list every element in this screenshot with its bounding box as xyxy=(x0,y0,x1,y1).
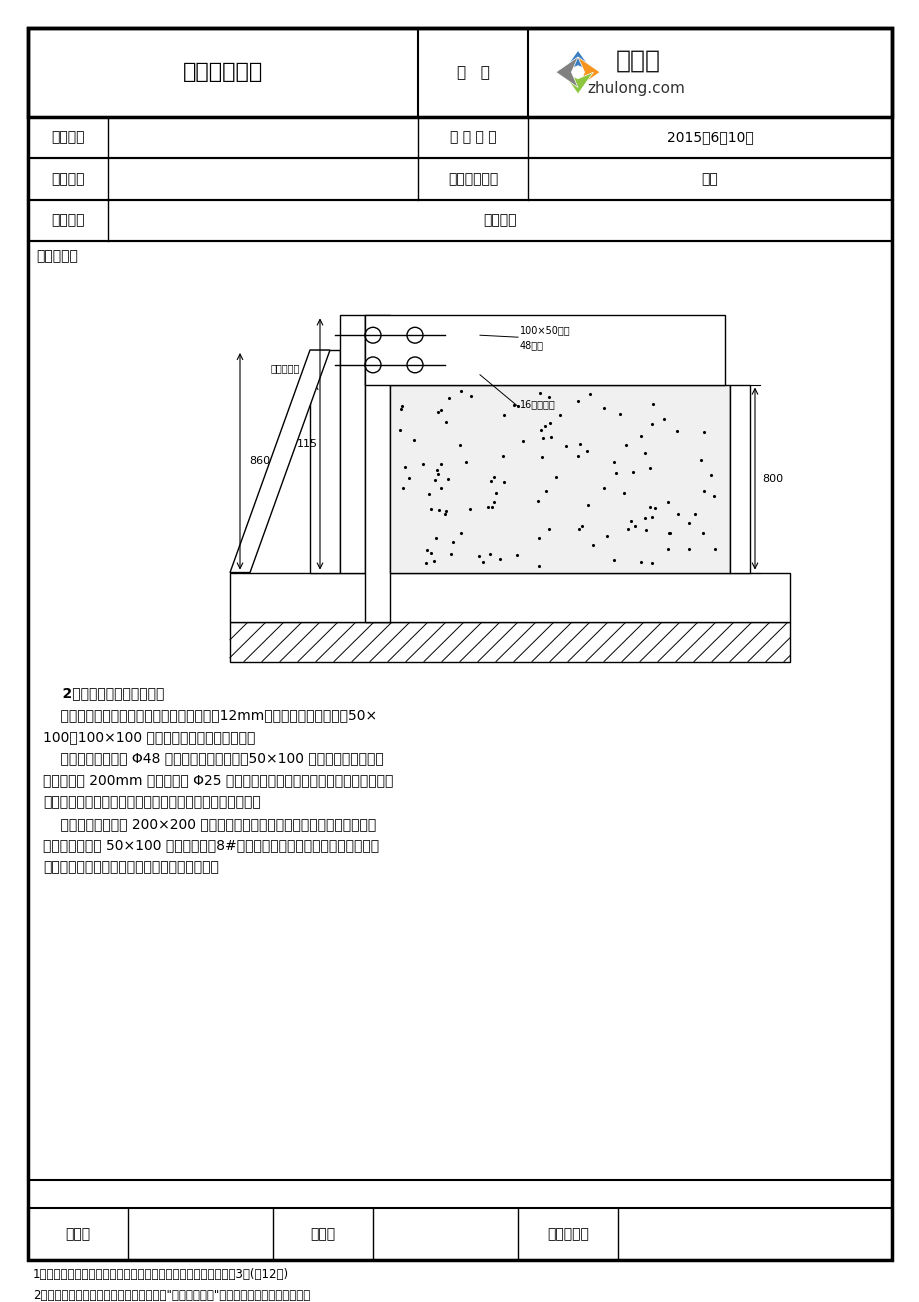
Text: 交 底 日 期: 交 底 日 期 xyxy=(449,130,495,145)
Text: 800: 800 xyxy=(762,474,783,483)
Text: 48钢管: 48钢管 xyxy=(519,340,543,350)
Text: 集水坑坑壁侧模用 Φ48 钢管对撑加固，四角设50×100 木方斜向支撑。在集: 集水坑坑壁侧模用 Φ48 钢管对撑加固，四角设50×100 木方斜向支撑。在集 xyxy=(43,751,383,766)
Bar xyxy=(340,315,365,573)
Bar xyxy=(28,27,891,117)
Text: 1、本表由施工单位填写，交底单位与接受交底单位各存一份。第3页(共12页): 1、本表由施工单位填写，交底单位与接受交底单位各存一份。第3页(共12页) xyxy=(33,1268,289,1281)
Bar xyxy=(310,350,340,573)
Text: 100×50木材: 100×50木材 xyxy=(519,326,570,336)
Polygon shape xyxy=(562,72,593,94)
Text: 基础底板内集水坑、泵坑等坑壁模板采用以12mm厚覆膜多层板为板面，50×: 基础底板内集水坑、泵坑等坑壁模板采用以12mm厚覆膜多层板为板面，50× xyxy=(43,708,377,723)
Polygon shape xyxy=(562,51,593,72)
Text: 编   号: 编 号 xyxy=(456,65,489,79)
Text: 模板: 模板 xyxy=(701,172,718,186)
Text: 坑壁模板上口钉 50×100 木方，木方用8#铅丝与底板钢筋拉结，坑底模板也采用: 坑壁模板上口钉 50×100 木方，木方用8#铅丝与底板钢筋拉结，坑底模板也采用 xyxy=(43,838,379,853)
Text: 施工单位: 施工单位 xyxy=(51,172,85,186)
Text: 2、当做分项工程施工技术交底时，应填写"分项工程名称"栏，其他技术交底可不填写。: 2、当做分项工程施工技术交底时，应填写"分项工程名称"栏，其他技术交底可不填写。 xyxy=(33,1289,310,1302)
Bar xyxy=(365,315,390,622)
Text: 交底内容：: 交底内容： xyxy=(36,249,78,263)
Text: 接受交底人: 接受交底人 xyxy=(547,1226,588,1241)
Polygon shape xyxy=(577,57,599,87)
Text: 16钢筋锚板: 16钢筋锚板 xyxy=(519,400,555,409)
Text: 2）底板集水坑模板施工：: 2）底板集水坑模板施工： xyxy=(43,686,165,700)
Text: 115: 115 xyxy=(296,439,317,449)
Text: 860: 860 xyxy=(249,456,270,466)
Text: 交底人: 交底人 xyxy=(310,1226,335,1241)
Bar xyxy=(28,117,891,159)
Bar xyxy=(28,1208,891,1260)
Text: 工程名称: 工程名称 xyxy=(51,130,85,145)
Text: 水坑坑壁外 200mm 范围内插入 Φ25 附加筋，附加筋上下需与底板上下铁绑牢，在: 水坑坑壁外 200mm 范围内插入 Φ25 附加筋，附加筋上下需与底板上下铁绑牢… xyxy=(43,773,393,788)
Bar xyxy=(28,199,891,241)
Polygon shape xyxy=(230,350,330,573)
Text: 100、100×100 木方为主、次龙骨的木模板。: 100、100×100 木方为主、次龙骨的木模板。 xyxy=(43,729,255,743)
Bar xyxy=(390,384,729,573)
Text: zhulong.com: zhulong.com xyxy=(586,81,684,95)
Text: 模板设计: 模板设计 xyxy=(482,214,516,228)
Text: 分项工程名称: 分项工程名称 xyxy=(448,172,497,186)
Bar xyxy=(230,622,789,661)
Bar xyxy=(230,573,789,622)
Text: 交底提要: 交底提要 xyxy=(51,214,85,228)
Text: 审核人: 审核人 xyxy=(65,1226,90,1241)
Text: 集水坑底模中间开 200×200 的排气孔，为防止浇筑混凝土时坑底模板上浮，: 集水坑底模中间开 200×200 的排气孔，为防止浇筑混凝土时坑底模板上浮， xyxy=(43,816,376,831)
Polygon shape xyxy=(555,57,577,87)
Text: 同样的方法与坑底钢筋拉结，具体做法见下图：: 同样的方法与坑底钢筋拉结，具体做法见下图： xyxy=(43,861,219,874)
Text: 上层覆皮砖: 上层覆皮砖 xyxy=(270,363,300,372)
Text: 附加筋上焊接固定坑壁模板用钢筋，钢筋端头涂刷防锈漆。: 附加筋上焊接固定坑壁模板用钢筋，钢筋端头涂刷防锈漆。 xyxy=(43,796,260,809)
Text: 2015年6月10日: 2015年6月10日 xyxy=(666,130,753,145)
Text: 方案交底记录: 方案交底记录 xyxy=(183,62,263,82)
Text: 築龍網: 築龍網 xyxy=(615,48,660,73)
Bar xyxy=(28,241,891,1180)
Bar xyxy=(365,315,724,384)
Bar xyxy=(28,159,891,199)
Bar xyxy=(729,384,749,573)
